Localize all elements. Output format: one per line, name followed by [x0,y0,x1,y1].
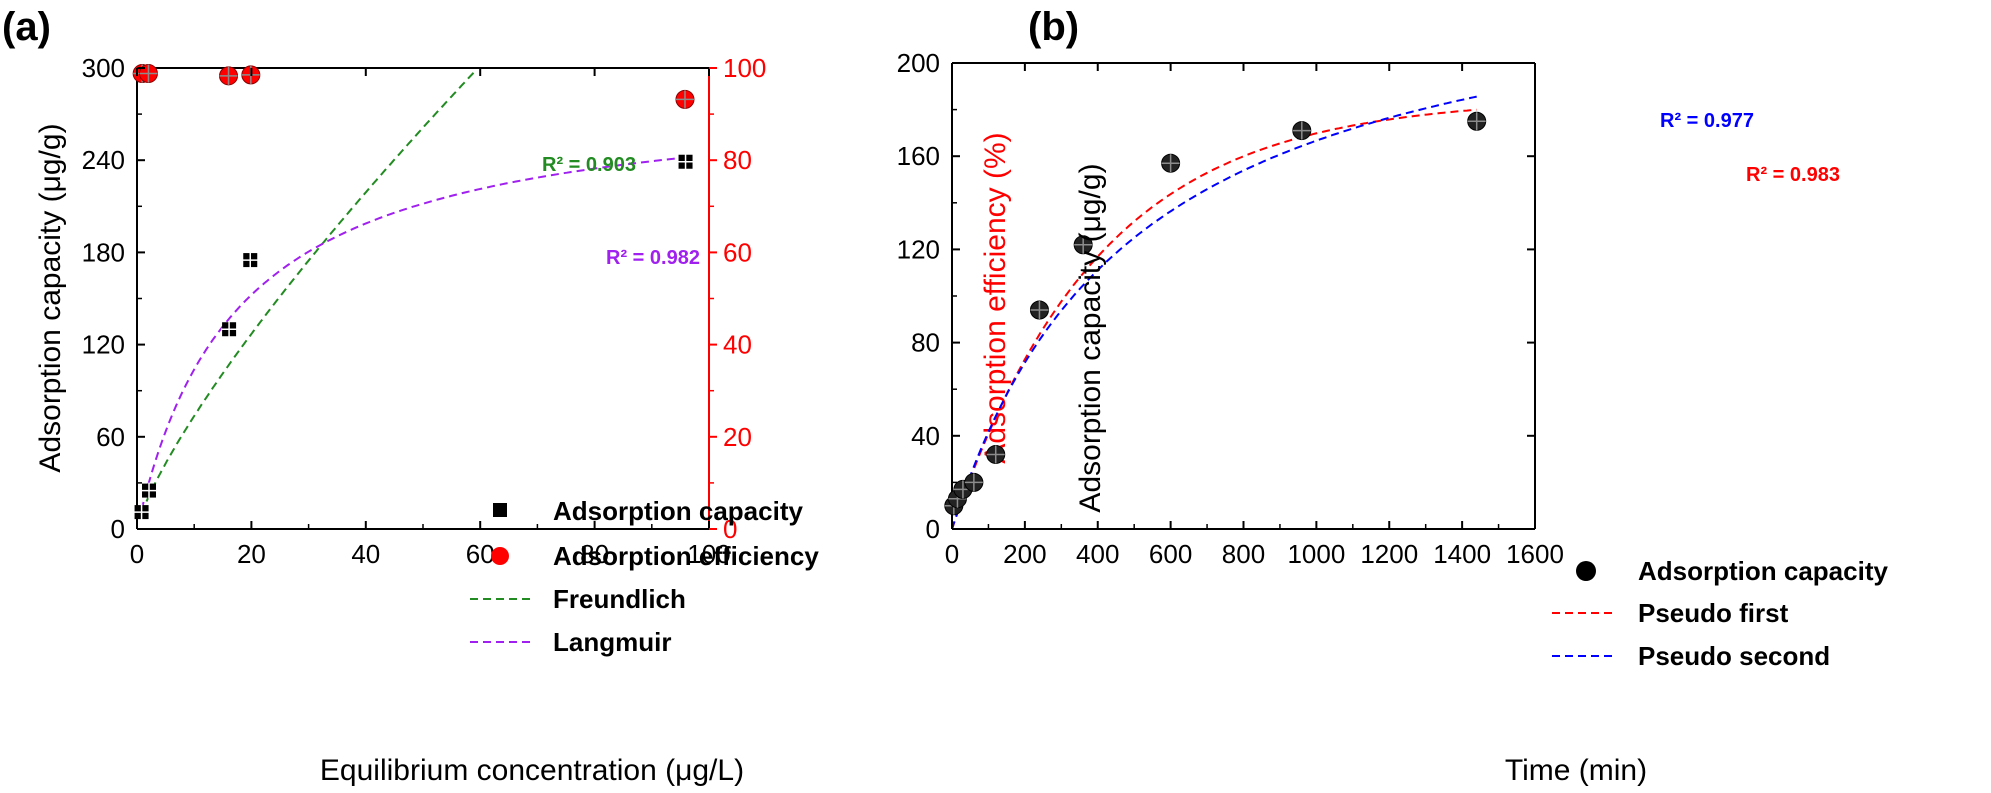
panel-b-fit-curves [951,95,1477,530]
panel-b-x-tick-label: 200 [1003,539,1046,569]
panel-a-y-tick-label: 180 [82,237,125,267]
panel-a-x-tick-label: 40 [351,539,380,569]
panel-a-x-tick-label: 60 [466,539,495,569]
panel-b-x-tick-label: 1600 [1506,539,1564,569]
panel-a-y2-tick-label: 100 [723,53,766,83]
panel-a-label: (a) [2,5,51,49]
panel-b: (b) 0 200 400 600 800 1000 1200 1400 1600 0 40 80 12… [897,5,1889,787]
panel-b-x-axis-label: Time (min) [1505,754,1647,787]
panel-b-y-tick-label: 120 [897,234,940,264]
pfo-r2-annotation: R² = 0.983 [1746,164,1840,186]
panel-a-y-tick-label: 60 [96,422,125,452]
panel-a-x-tick-label: 0 [130,539,144,569]
panel-a-x-axis-label: Equilibrium concentration (μg/L) [320,754,744,787]
panel-b-x-tick-label: 0 [945,539,959,569]
panel-a-x-tick-label: 20 [237,539,266,569]
legend-label-adsorption-capacity: Adsorption capacity [1638,556,1888,586]
panel-b-y-tick-label: 80 [911,328,940,358]
legend-square-marker [493,503,507,517]
panel-a-y-axis-label: Adsorption capacity (μg/g) [34,123,67,472]
panel-b-x-tick-label: 1000 [1287,539,1345,569]
panel-b-pseudo-first-fit-line [951,108,1477,530]
panel-a-y-tick-label: 240 [82,145,125,175]
panel-b-y-tick-label: 0 [926,514,940,544]
panel-b-label: (b) [1028,5,1079,49]
panel-b-x-tick-label: 800 [1222,539,1265,569]
panel-b-y-tick-label: 200 [897,48,940,78]
panel-a-y2-tick-label: 80 [723,145,752,175]
pso-r2-annotation: R² = 0.977 [1660,110,1754,132]
panel-b-x-tick-label: 1400 [1433,539,1491,569]
legend-label-pseudo-first: Pseudo first [1638,598,1789,628]
panel-b-x-tick-label: 1200 [1360,539,1418,569]
panel-b-x-tick-label: 600 [1149,539,1192,569]
legend-label-adsorption-efficiency: Adsorption efficiency [553,541,819,571]
panel-b-y-axis-label: Adsorption capacity (μg/g) [1074,163,1107,512]
legend-circle-marker [491,547,509,565]
panel-a-y-tick-label: 300 [82,53,125,83]
panel-a-y-tick-label: 0 [111,514,125,544]
panel-a-freundlich-fit-line [140,71,476,514]
langmuir-r2-annotation: R² = 0.982 [606,247,700,269]
panel-a-data-points [132,64,695,521]
panel-a-y-tick-label: 120 [82,330,125,360]
panel-a-langmuir-fit-line [140,156,687,511]
panel-a-fit-curves [140,71,687,514]
freundlich-r2-annotation: R² = 0.903 [542,154,636,176]
panel-a-axes [136,67,710,530]
panel-a-legend: Adsorption capacity Adsorption efficienc… [470,496,819,657]
legend-label-adsorption-capacity: Adsorption capacity [553,496,803,526]
panel-a-x-tick-label: 80 [580,539,609,569]
panel-b-data-points [944,111,1487,516]
panel-b-y-tick-label: 160 [897,141,940,171]
legend-label-freundlich: Freundlich [553,584,686,614]
panel-b-ticks: 0 200 400 600 800 1000 1200 1400 1600 0 40 80 120 160… [897,48,1564,569]
panel-a-y2-tick-label: 60 [723,237,752,267]
legend-circle-marker [1576,561,1596,581]
panel-b-y-tick-label: 40 [911,421,940,451]
panel-b-legend: Adsorption capacity Pseudo first Pseudo … [1552,556,1888,671]
panel-a-y2-tick-label: 40 [723,330,752,360]
panel-a-x-tick-label: 100 [687,539,730,569]
panel-a-y2-tick-label: 20 [723,422,752,452]
legend-label-pseudo-second: Pseudo second [1638,641,1830,671]
panel-b-pseudo-second-fit-line [951,95,1477,530]
panel-a: (a) 0 20 40 60 80 100060120180240300020406080… [2,5,1012,787]
legend-label-langmuir: Langmuir [553,627,671,657]
panel-b-x-tick-label: 400 [1076,539,1119,569]
panel-a-y2-tick-label: 0 [723,514,737,544]
panel-b-axes [951,62,1536,530]
panel-a-y2-axis-label: Adsorption efficiency (%) [979,132,1012,463]
